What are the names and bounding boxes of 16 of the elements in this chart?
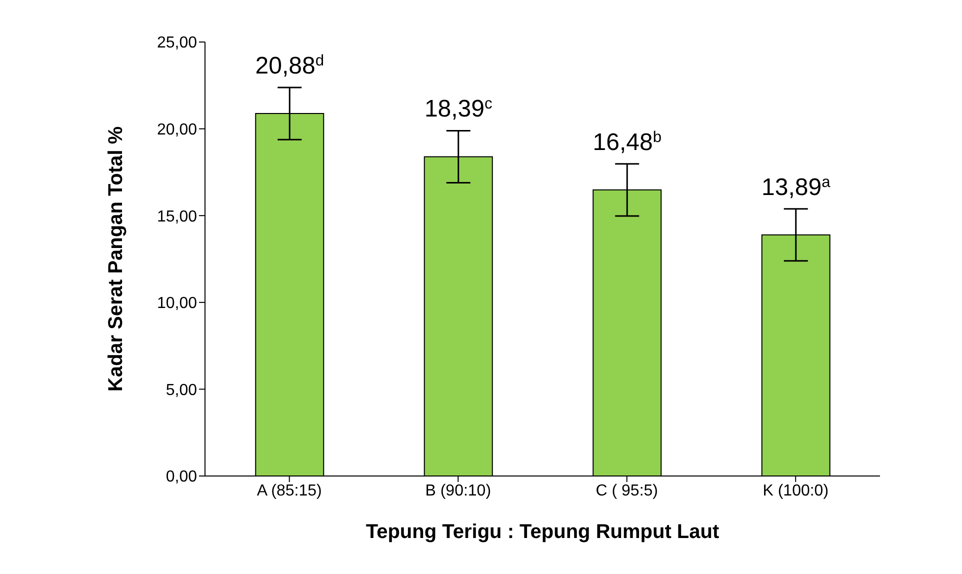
y-tick-label: 20,00: [156, 121, 198, 138]
data-label: 18,39$^{c}$: [424, 95, 493, 123]
y-axis-title: Kadar Serat Pangan Total %: [105, 126, 128, 392]
y-tick-label: 25,00: [156, 34, 198, 52]
data-label: 20,88$^{d}$: [255, 52, 324, 80]
x-tick-label: B (90:10): [425, 482, 492, 500]
x-tick-label: A (85:15): [256, 482, 322, 500]
y-tick-label: 0,00: [166, 468, 198, 486]
data-label: 13,89$^{a}$: [762, 173, 831, 201]
x-tick-label: K (100:0): [762, 482, 829, 500]
y-tick-label: 5,00: [166, 382, 198, 399]
data-label: 16,48$^{b}$: [592, 128, 662, 156]
x-tick-label: C ( 95:5): [596, 482, 658, 500]
y-tick-label: 10,00: [156, 295, 198, 312]
x-axis-title: Tepung Terigu : Tepung Rumput Laut: [366, 521, 720, 543]
y-tick-label: 15,00: [156, 208, 198, 226]
